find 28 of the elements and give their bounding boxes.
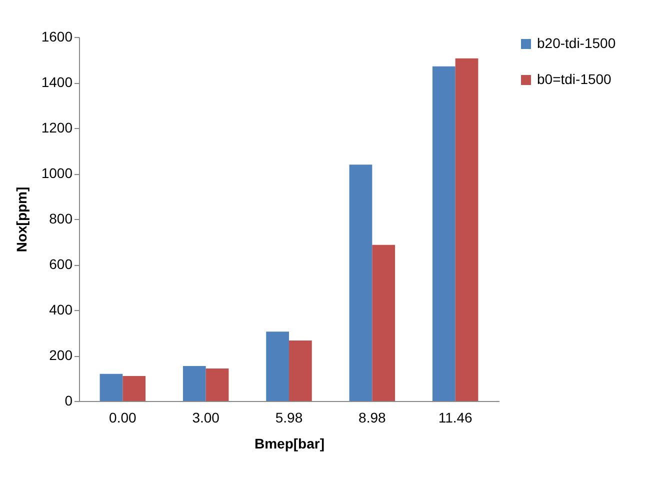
y-tick-label: 1400	[41, 74, 73, 90]
x-axis-title: Bmep[bar]	[254, 436, 325, 452]
legend-label: b0=tdi-1500	[537, 71, 612, 87]
x-tick-label: 5.98	[275, 410, 303, 426]
y-tick-label: 400	[49, 302, 73, 318]
y-tick-label: 600	[49, 256, 73, 272]
y-tick-label: 0	[64, 392, 73, 408]
y-axis-title: Nox[ppm]	[13, 186, 30, 252]
bar	[372, 244, 396, 401]
y-tick-label: 1600	[41, 28, 73, 44]
bar	[455, 58, 478, 401]
bar	[122, 376, 146, 401]
bar	[100, 374, 123, 401]
y-tick-label: 1000	[41, 165, 73, 181]
x-tick-label: 3.00	[192, 410, 220, 426]
bar	[182, 366, 206, 401]
legend-label: b20-tdi-1500	[537, 35, 616, 51]
bar	[266, 332, 289, 401]
y-tick-label: 1200	[41, 120, 73, 136]
x-tick-label: 8.98	[358, 410, 386, 426]
x-tick-label: 11.46	[438, 410, 473, 426]
bar	[206, 368, 229, 401]
bar	[432, 66, 456, 401]
bar	[289, 340, 312, 401]
y-tick-label: 200	[49, 347, 73, 363]
bar	[349, 164, 372, 401]
y-tick-label: 800	[49, 210, 73, 226]
x-tick-label: 0.00	[109, 410, 136, 426]
